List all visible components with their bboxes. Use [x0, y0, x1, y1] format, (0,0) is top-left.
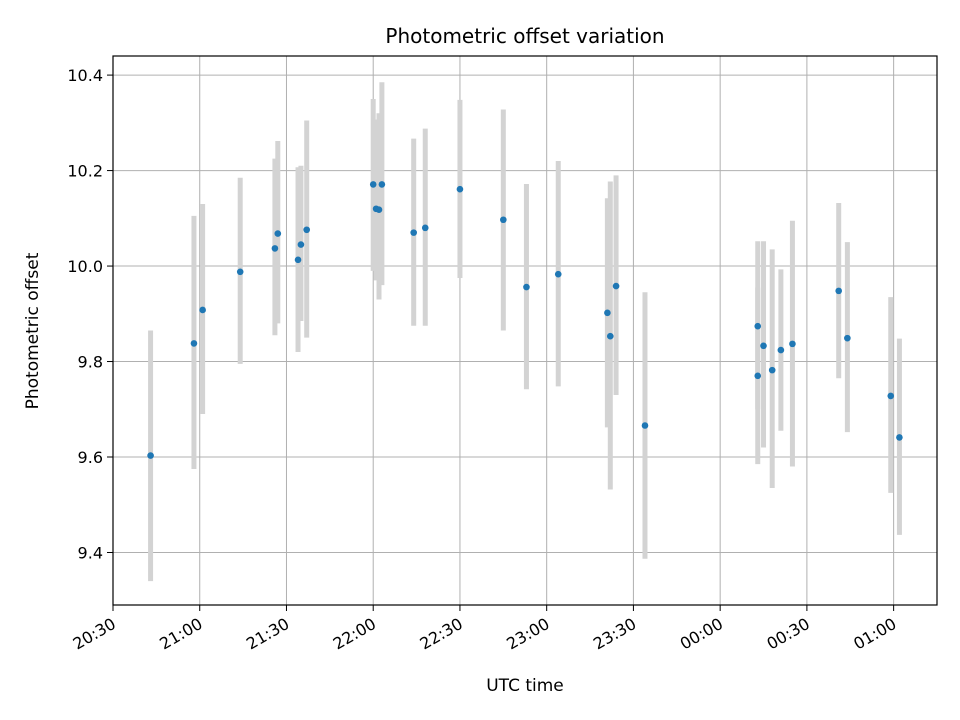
data-point [760, 342, 767, 350]
data-point [274, 230, 282, 237]
data-point [835, 287, 842, 295]
data-point [554, 270, 562, 278]
data-point [271, 245, 279, 252]
data-point [789, 340, 796, 348]
data-point [641, 422, 649, 429]
data-point [612, 282, 620, 290]
y-tick-label: 10.4 [67, 66, 103, 85]
data-point [754, 322, 762, 330]
data-point [777, 346, 785, 354]
x-axis-label: UTC time [486, 676, 564, 696]
data-point [294, 256, 302, 264]
y-tick-label: 9.6 [78, 448, 103, 467]
data-points [147, 181, 903, 459]
y-tick-label: 9.4 [78, 543, 103, 562]
y-axis: 9.4 9.6 9.8 10.0 10.2 10.4 [67, 66, 113, 562]
y-axis-label: Photometric offset [23, 252, 43, 409]
data-point [236, 268, 244, 276]
data-point [378, 181, 386, 188]
data-point [523, 283, 530, 291]
data-point [303, 226, 311, 234]
y-tick-label: 9.8 [78, 353, 103, 372]
y-tick-label: 10.2 [67, 162, 103, 181]
data-point [410, 229, 417, 236]
data-point [754, 372, 762, 380]
data-point [896, 434, 903, 441]
data-point [147, 452, 154, 459]
data-point [768, 366, 776, 374]
data-point [456, 185, 464, 193]
data-point [297, 241, 305, 248]
data-point [375, 206, 383, 214]
data-point [606, 332, 614, 340]
data-point [190, 340, 198, 347]
data-point [844, 334, 851, 342]
data-point [369, 181, 377, 188]
data-point [421, 224, 429, 232]
data-point [604, 309, 611, 317]
data-point [500, 216, 507, 224]
plot-frame [112, 55, 938, 606]
data-point [887, 392, 895, 400]
chart-title: Photometric offset variation [385, 24, 664, 48]
y-tick-label: 10.0 [67, 257, 103, 276]
data-point [199, 306, 206, 314]
